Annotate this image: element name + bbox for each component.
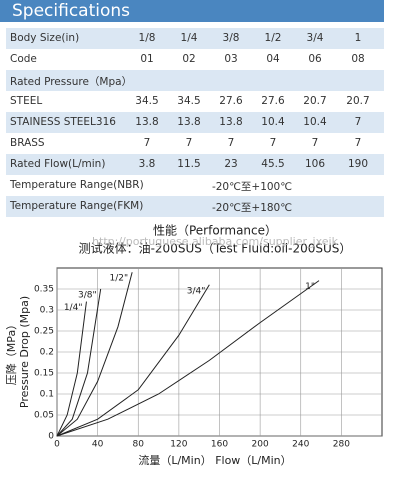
series-line xyxy=(56,288,102,437)
x-axis-label: 流量（L/Min） Flow（L/Min） xyxy=(138,453,291,467)
cell: 7 xyxy=(227,137,235,149)
x-tick-label: 0 xyxy=(54,440,60,450)
row-label: Temperature Range(FKM) xyxy=(10,200,144,212)
cell: 1/2 xyxy=(264,32,282,44)
cell: 10.4 xyxy=(261,116,285,128)
cell: 08 xyxy=(351,53,365,65)
cell: 13.8 xyxy=(177,116,201,128)
cell: 34.5 xyxy=(135,95,159,107)
cell: 3.8 xyxy=(138,158,156,170)
cell: 10.4 xyxy=(303,116,327,128)
y-tick-label: 0.2 xyxy=(40,348,54,358)
cell: 20.7 xyxy=(303,95,327,107)
cell: 7 xyxy=(269,137,277,149)
cell: 11.5 xyxy=(177,158,201,170)
x-tick-label: 280 xyxy=(333,440,350,450)
cell: 7 xyxy=(354,137,362,149)
row-label: STAINESS STEEL316 xyxy=(10,116,116,128)
row-label: Code xyxy=(10,53,37,65)
row-label: Rated Pressure（Mpa） xyxy=(10,76,133,88)
spec-table: Body Size(in) 1/8 1/4 3/8 1/2 3/4 1 Code 01 02 03 0… xyxy=(6,28,384,217)
series-label: 1/2" xyxy=(110,274,129,284)
cell: 7 xyxy=(143,137,151,149)
cell: 45.5 xyxy=(261,158,285,170)
table-row: Temperature Range(FKM) -20℃至+180℃ xyxy=(6,196,384,217)
cell: 1/8 xyxy=(138,32,156,44)
x-tick-label: 240 xyxy=(292,440,309,450)
cell: -20℃至+180℃ xyxy=(211,202,293,214)
table-row: Rated Flow(L/min) 3.8 11.5 23 45.5 106 190 xyxy=(6,154,384,175)
row-label: Rated Flow(L/min) xyxy=(10,158,106,170)
table-row: STEEL 34.5 34.5 27.6 27.6 20.7 20.7 xyxy=(6,91,384,112)
series-line xyxy=(56,272,133,437)
cell: 20.7 xyxy=(346,95,370,107)
cell: 1 xyxy=(354,32,362,44)
table-row: BRASS 7 7 7 7 7 7 xyxy=(6,133,384,154)
cell: 27.6 xyxy=(261,95,285,107)
cell: 34.5 xyxy=(177,95,201,107)
watermark: http://portuguese.alibaba.com/supplier_j… xyxy=(92,235,339,248)
y-tick-label: 0.3 xyxy=(40,306,54,316)
x-tick-label: 80 xyxy=(133,440,145,450)
cell: 01 xyxy=(140,53,154,65)
x-tick-label: 40 xyxy=(92,440,104,450)
series-line xyxy=(56,280,320,437)
table-row: Rated Pressure（Mpa） xyxy=(6,70,384,91)
chart-title: 性能（Performance） xyxy=(153,224,277,238)
table-row: Code 01 02 03 04 06 08 xyxy=(6,49,384,70)
y-tick-label: 0.35 xyxy=(34,285,54,295)
cell: 03 xyxy=(224,53,238,65)
chart-subtitle: 测试液体：油-200SUS（Test Fluid:oil-200SUS） xyxy=(79,241,352,256)
table-row: Body Size(in) 1/8 1/4 3/8 1/2 3/4 1 xyxy=(6,28,384,49)
cell: 27.6 xyxy=(219,95,243,107)
y-tick-label: 0.1 xyxy=(40,390,54,400)
x-tick-label: 160 xyxy=(211,440,228,450)
x-tick-label: 200 xyxy=(252,440,269,450)
series-line xyxy=(56,284,210,437)
cell: 106 xyxy=(304,158,326,170)
y-axis-label: Pressure Drop (Mpa) xyxy=(18,296,31,408)
cell: 23 xyxy=(224,158,238,170)
cell: 02 xyxy=(182,53,196,65)
cell: 06 xyxy=(308,53,322,65)
cell: 1/4 xyxy=(180,32,198,44)
cell: 190 xyxy=(347,158,369,170)
row-label: STEEL xyxy=(10,95,43,107)
series-label: 3/4" xyxy=(187,286,206,296)
y-tick-label: 0.25 xyxy=(34,327,54,337)
cell: 3/4 xyxy=(306,32,324,44)
cell: -20℃至+100℃ xyxy=(211,181,293,193)
x-tick-label: 120 xyxy=(170,440,187,450)
y-tick-label: 0 xyxy=(48,432,54,442)
y-tick-label: 0.05 xyxy=(34,411,54,421)
header-title: Specifications xyxy=(0,0,384,22)
series-label: 1/4" xyxy=(64,303,83,313)
cell: 7 xyxy=(311,137,319,149)
table-row: STAINESS STEEL316 13.8 13.8 13.8 10.4 10.4 7 xyxy=(6,112,384,133)
table-row: Temperature Range(NBR) -20℃至+100℃ xyxy=(6,175,384,196)
y-axis-label: 压降（MPa） xyxy=(4,319,18,385)
series-label: 3/8" xyxy=(78,291,97,301)
cell: 04 xyxy=(266,53,280,65)
cell: 3/8 xyxy=(222,32,240,44)
row-label: Body Size(in) xyxy=(10,32,80,44)
series-line xyxy=(56,301,87,437)
series-label: 1" xyxy=(305,282,315,292)
cell: 7 xyxy=(354,116,362,128)
cell: 13.8 xyxy=(219,116,243,128)
chart: 性能（Performance） 测试液体：油-200SUS（Test Fluid… xyxy=(4,224,383,467)
cell: 13.8 xyxy=(135,116,159,128)
row-label: BRASS xyxy=(10,137,45,149)
row-label: Temperature Range(NBR) xyxy=(10,179,144,191)
y-tick-label: 0.15 xyxy=(34,369,54,379)
cell: 7 xyxy=(185,137,193,149)
